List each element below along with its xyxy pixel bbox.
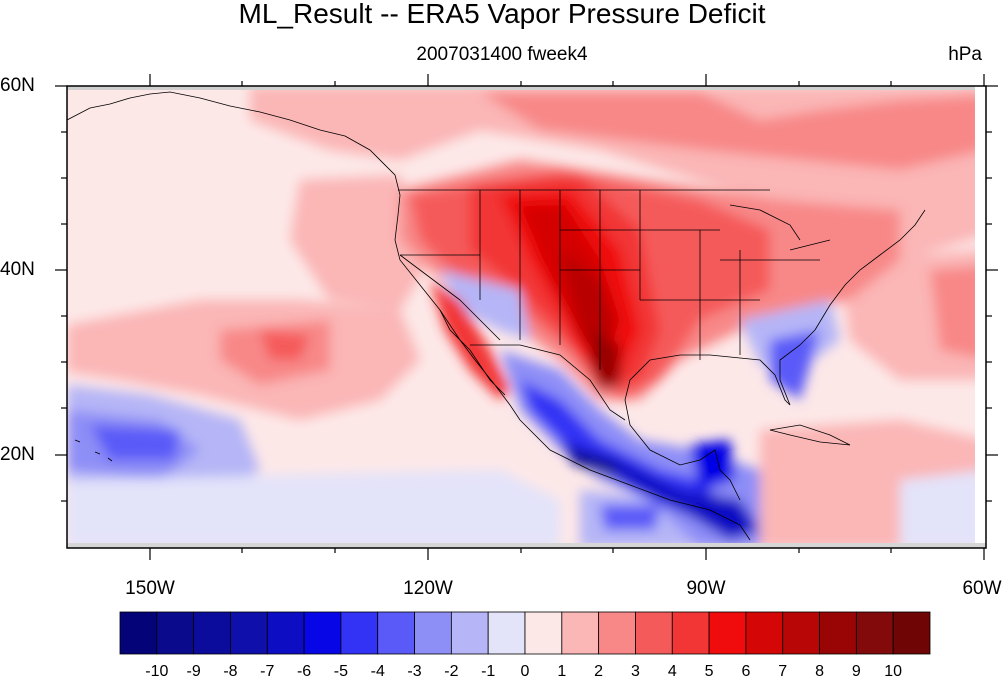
colorbar-label: 9 [852, 663, 861, 679]
lon-label-120w: 120W [403, 578, 453, 599]
colorbar-swatch [819, 611, 857, 655]
colorbar-label: 10 [884, 663, 902, 679]
colorbar-label: 1 [557, 663, 566, 679]
colorbar-label: -7 [260, 663, 274, 679]
map-frame [66, 85, 987, 549]
colorbar-label: -2 [444, 663, 458, 679]
colorbar-swatch [303, 611, 342, 655]
colorbar-label: -6 [297, 663, 311, 679]
units-label: hPa [948, 44, 982, 65]
colorbar-label: -5 [334, 663, 348, 679]
axis-ticks [55, 74, 998, 560]
colorbar-label: 6 [741, 663, 750, 679]
colorbar-swatch [892, 611, 931, 655]
colorbar-label: 5 [705, 663, 714, 679]
colorbar-swatch [266, 611, 305, 655]
coastlines [67, 91, 926, 541]
colorbar-swatch [340, 611, 379, 655]
map-title: ML_Result -- ERA5 Vapor Pressure Deficit [238, 0, 766, 29]
vpd-field [67, 86, 986, 548]
colorbar-label: -9 [187, 663, 201, 679]
colorbar-label: -1 [481, 663, 495, 679]
colorbar-swatch [598, 611, 636, 655]
colorbar-label: 4 [668, 663, 677, 679]
colorbar-swatch [782, 611, 820, 655]
colorbar-label: 8 [815, 663, 824, 679]
colorbar-label: -8 [223, 663, 237, 679]
lon-label-90w: 90W [686, 578, 726, 599]
colorbar-label: -10 [145, 663, 168, 679]
lat-label-20n: 20N [0, 444, 35, 465]
colorbar-label: 2 [594, 663, 603, 679]
colorbar-swatch [119, 611, 158, 655]
colorbar-swatch [156, 611, 195, 655]
colorbar-label: 7 [778, 663, 787, 679]
colorbar-swatch [230, 611, 268, 655]
lat-label-40n: 40N [0, 259, 35, 280]
lon-label-150w: 150W [125, 578, 175, 599]
colorbar-swatch [377, 611, 415, 655]
colorbar: -10 -9 -8 -7 -6 -5 -4 -3 -2 -1 0 1 2 3 4 5 6 7 8 9 10 [119, 611, 931, 679]
colorbar-swatch [450, 611, 489, 655]
colorbar-label: -3 [407, 663, 421, 679]
colorbar-swatch [561, 611, 600, 655]
colorbar-swatch [671, 611, 710, 655]
map-subtitle: 2007031400 fweek4 [416, 44, 588, 65]
colorbar-swatch [524, 611, 563, 655]
colorbar-swatch [193, 611, 231, 655]
colorbar-label: -4 [371, 663, 385, 679]
colorbar-swatch [635, 611, 673, 655]
colorbar-swatch [855, 611, 894, 655]
colorbar-label: 0 [521, 663, 530, 679]
colorbar-swatch [487, 611, 526, 655]
colorbar-swatch [745, 611, 784, 655]
lon-label-60w: 60W [962, 578, 1002, 599]
colorbar-swatch [708, 611, 747, 655]
colorbar-swatch [414, 611, 452, 655]
lat-label-60n: 60N [0, 75, 35, 96]
colorbar-label: 3 [631, 663, 640, 679]
